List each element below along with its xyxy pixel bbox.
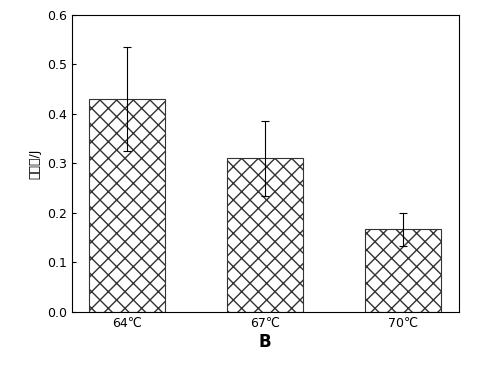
X-axis label: B: B [259, 333, 272, 350]
Y-axis label: 韧刚性/J: 韧刚性/J [28, 148, 41, 178]
Bar [89, 99, 165, 312]
Bar [365, 229, 441, 312]
Bar [228, 159, 303, 312]
